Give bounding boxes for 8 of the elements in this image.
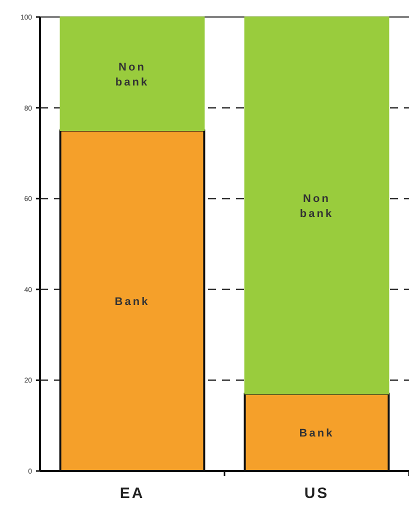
series-label: Bank bbox=[299, 427, 334, 440]
bar bbox=[244, 16, 390, 394]
bar bbox=[60, 16, 205, 131]
x-tick-label: US bbox=[304, 485, 330, 502]
text: Bank bbox=[114, 296, 150, 308]
text: Non bank bbox=[300, 192, 334, 220]
series-label: Non bank bbox=[115, 61, 150, 88]
x-tick-label: EA bbox=[120, 485, 145, 502]
